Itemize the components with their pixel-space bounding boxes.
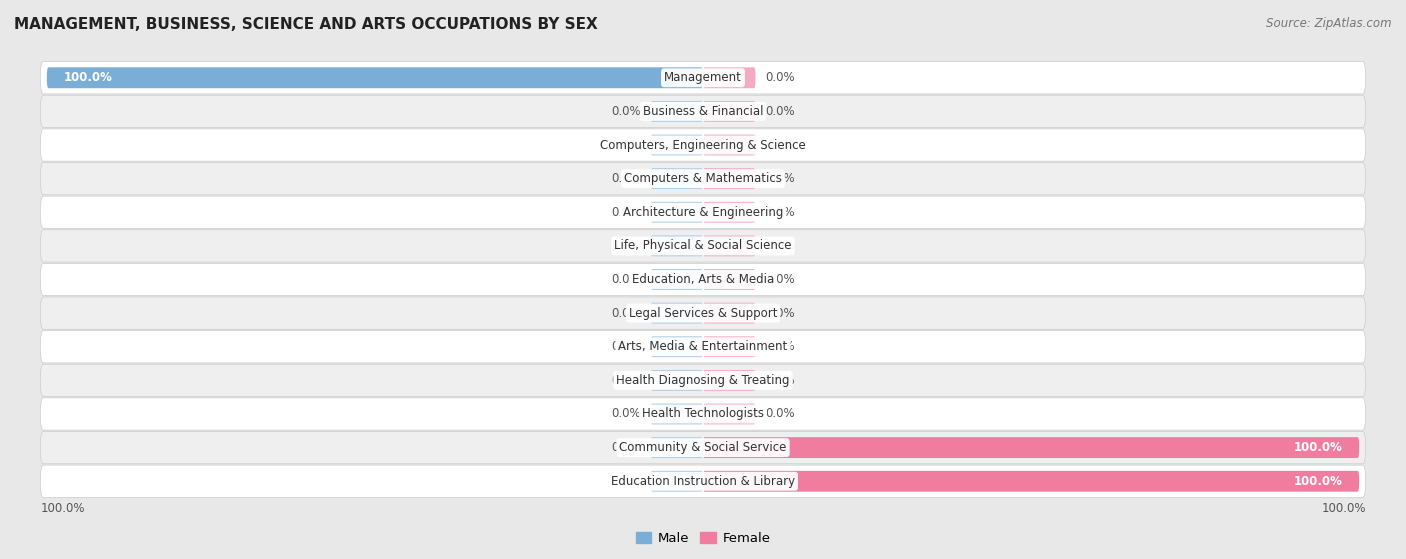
Text: Computers, Engineering & Science: Computers, Engineering & Science [600, 139, 806, 151]
Text: 0.0%: 0.0% [765, 206, 794, 219]
FancyBboxPatch shape [703, 235, 755, 256]
FancyBboxPatch shape [651, 202, 703, 222]
Text: 0.0%: 0.0% [765, 273, 794, 286]
Text: Life, Physical & Social Science: Life, Physical & Social Science [614, 239, 792, 252]
Text: Source: ZipAtlas.com: Source: ZipAtlas.com [1267, 17, 1392, 30]
FancyBboxPatch shape [41, 196, 1365, 229]
Text: 0.0%: 0.0% [765, 172, 794, 185]
Text: 100.0%: 100.0% [1294, 441, 1343, 454]
FancyBboxPatch shape [651, 135, 703, 155]
FancyBboxPatch shape [41, 432, 1365, 464]
Text: 0.0%: 0.0% [612, 374, 641, 387]
FancyBboxPatch shape [651, 269, 703, 290]
FancyBboxPatch shape [46, 67, 703, 88]
Text: 0.0%: 0.0% [765, 374, 794, 387]
Text: 0.0%: 0.0% [765, 105, 794, 118]
Text: 0.0%: 0.0% [765, 239, 794, 252]
FancyBboxPatch shape [703, 202, 755, 222]
FancyBboxPatch shape [703, 101, 755, 122]
FancyBboxPatch shape [41, 465, 1365, 498]
FancyBboxPatch shape [703, 168, 755, 189]
FancyBboxPatch shape [703, 404, 755, 424]
Text: Health Diagnosing & Treating: Health Diagnosing & Treating [616, 374, 790, 387]
Text: 0.0%: 0.0% [612, 408, 641, 420]
Text: 0.0%: 0.0% [765, 139, 794, 151]
Text: 0.0%: 0.0% [612, 139, 641, 151]
FancyBboxPatch shape [703, 67, 755, 88]
FancyBboxPatch shape [703, 337, 755, 357]
FancyBboxPatch shape [651, 168, 703, 189]
Text: 100.0%: 100.0% [1294, 475, 1343, 488]
FancyBboxPatch shape [651, 370, 703, 391]
FancyBboxPatch shape [651, 235, 703, 256]
FancyBboxPatch shape [41, 95, 1365, 127]
FancyBboxPatch shape [41, 297, 1365, 329]
Text: Education Instruction & Library: Education Instruction & Library [612, 475, 794, 488]
FancyBboxPatch shape [41, 230, 1365, 262]
Text: 0.0%: 0.0% [612, 441, 641, 454]
FancyBboxPatch shape [651, 337, 703, 357]
Text: 0.0%: 0.0% [765, 340, 794, 353]
Text: Management: Management [664, 71, 742, 84]
Text: 0.0%: 0.0% [765, 71, 794, 84]
Text: 100.0%: 100.0% [1322, 502, 1365, 515]
FancyBboxPatch shape [41, 263, 1365, 296]
FancyBboxPatch shape [41, 163, 1365, 195]
FancyBboxPatch shape [703, 269, 755, 290]
FancyBboxPatch shape [703, 303, 755, 324]
Legend: Male, Female: Male, Female [630, 527, 776, 550]
Text: 0.0%: 0.0% [612, 475, 641, 488]
FancyBboxPatch shape [41, 398, 1365, 430]
Text: 0.0%: 0.0% [612, 172, 641, 185]
Text: 0.0%: 0.0% [612, 273, 641, 286]
FancyBboxPatch shape [703, 370, 755, 391]
FancyBboxPatch shape [41, 129, 1365, 161]
Text: 100.0%: 100.0% [41, 502, 84, 515]
FancyBboxPatch shape [651, 471, 703, 492]
FancyBboxPatch shape [651, 101, 703, 122]
Text: Arts, Media & Entertainment: Arts, Media & Entertainment [619, 340, 787, 353]
Text: Business & Financial: Business & Financial [643, 105, 763, 118]
FancyBboxPatch shape [41, 330, 1365, 363]
FancyBboxPatch shape [651, 437, 703, 458]
FancyBboxPatch shape [703, 471, 1360, 492]
Text: 0.0%: 0.0% [612, 239, 641, 252]
Text: Community & Social Service: Community & Social Service [619, 441, 787, 454]
FancyBboxPatch shape [703, 135, 755, 155]
Text: 0.0%: 0.0% [612, 307, 641, 320]
Text: 0.0%: 0.0% [765, 408, 794, 420]
FancyBboxPatch shape [703, 437, 1360, 458]
Text: Computers & Mathematics: Computers & Mathematics [624, 172, 782, 185]
FancyBboxPatch shape [41, 61, 1365, 94]
Text: MANAGEMENT, BUSINESS, SCIENCE AND ARTS OCCUPATIONS BY SEX: MANAGEMENT, BUSINESS, SCIENCE AND ARTS O… [14, 17, 598, 32]
Text: 0.0%: 0.0% [765, 307, 794, 320]
Text: 0.0%: 0.0% [612, 340, 641, 353]
Text: Health Technologists: Health Technologists [643, 408, 763, 420]
Text: 100.0%: 100.0% [63, 71, 112, 84]
Text: 0.0%: 0.0% [612, 206, 641, 219]
Text: 0.0%: 0.0% [612, 105, 641, 118]
Text: Education, Arts & Media: Education, Arts & Media [631, 273, 775, 286]
FancyBboxPatch shape [651, 303, 703, 324]
FancyBboxPatch shape [651, 404, 703, 424]
Text: Legal Services & Support: Legal Services & Support [628, 307, 778, 320]
FancyBboxPatch shape [41, 364, 1365, 396]
Text: Architecture & Engineering: Architecture & Engineering [623, 206, 783, 219]
